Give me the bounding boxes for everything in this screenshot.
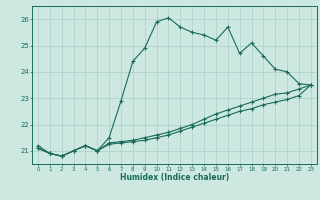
X-axis label: Humidex (Indice chaleur): Humidex (Indice chaleur)	[120, 173, 229, 182]
